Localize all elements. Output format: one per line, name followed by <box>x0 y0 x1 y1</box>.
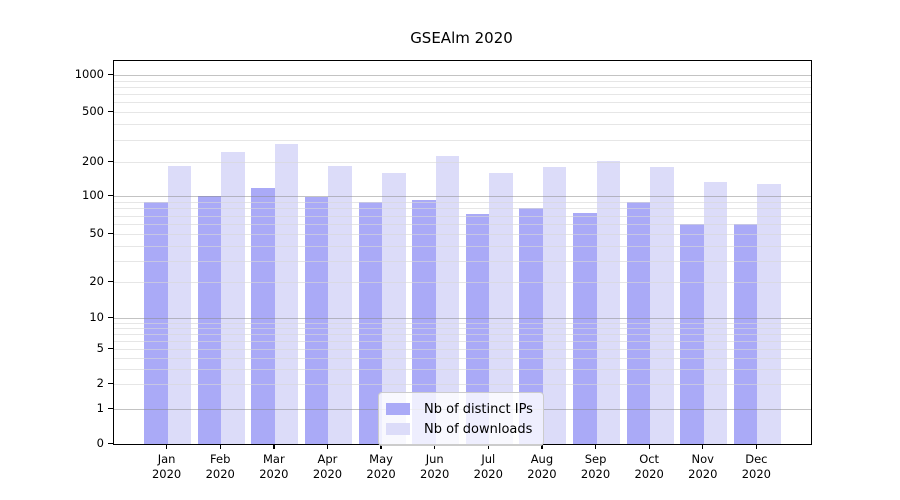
x-tick-label-jun: Jun 2020 <box>420 452 450 481</box>
y-tick-mark <box>108 382 113 384</box>
y-tick-label-1000: 1000 <box>74 67 104 81</box>
chart-title: GSEAlm 2020 <box>410 29 513 47</box>
bar-ips-oct <box>626 202 651 444</box>
x-tick-label-oct: Oct 2020 <box>634 452 664 481</box>
x-tick-label-sep: Sep 2020 <box>580 452 611 481</box>
bar-ips-dec <box>733 224 758 444</box>
x-tick-mark <box>434 444 436 450</box>
y-tick-label-20: 20 <box>89 274 104 288</box>
legend: Nb of distinct IPs Nb of downloads <box>378 392 544 446</box>
y-tick-label-500: 500 <box>82 104 104 118</box>
y-tick-label-200: 200 <box>82 154 104 168</box>
x-tick-mark <box>648 444 650 450</box>
x-tick-label-jul: Jul 2020 <box>473 452 503 481</box>
y-tick-mark <box>108 160 113 162</box>
x-tick-mark <box>380 444 382 450</box>
bar-ips-feb <box>197 196 222 444</box>
x-tick-label-nov: Nov 2020 <box>688 452 718 481</box>
x-tick-mark <box>166 444 168 450</box>
bar-downloads-jun <box>435 156 460 444</box>
y-tick-mark <box>108 110 113 112</box>
legend-row-ips: Nb of distinct IPs <box>386 399 533 419</box>
x-tick-label-mar: Mar 2020 <box>259 452 289 481</box>
bar-ips-sep <box>573 212 597 444</box>
y-tick-mark <box>108 73 113 75</box>
bar-downloads-apr <box>328 166 352 444</box>
bar-ips-apr <box>304 197 329 444</box>
x-tick-label-dec: Dec 2020 <box>741 452 772 481</box>
y-tick-label-0: 0 <box>96 436 104 450</box>
x-tick-mark <box>702 444 704 450</box>
x-tick-mark <box>594 444 597 450</box>
bars-layer <box>114 61 811 444</box>
legend-label-distinct-ips: Nb of distinct IPs <box>424 401 533 417</box>
bar-ips-jan <box>144 201 168 444</box>
bar-downloads-jul <box>489 172 513 444</box>
y-tick-label-1: 1 <box>96 401 104 415</box>
x-tick-label-apr: Apr 2020 <box>312 452 343 481</box>
y-tick-mark <box>108 316 113 318</box>
y-tick-label-50: 50 <box>89 226 104 240</box>
legend-row-downloads: Nb of downloads <box>386 419 533 439</box>
x-tick-mark <box>541 444 543 450</box>
x-tick-label-aug: Aug 2020 <box>527 452 557 481</box>
bar-downloads-nov <box>703 182 728 444</box>
y-tick-mark <box>108 407 113 409</box>
legend-swatch-downloads <box>386 423 410 435</box>
bar-ips-nov <box>680 224 704 444</box>
bar-downloads-aug <box>542 167 567 444</box>
bar-downloads-may <box>382 173 406 444</box>
y-tick-mark <box>108 194 113 196</box>
y-tick-label-2: 2 <box>96 376 104 390</box>
x-tick-label-may: May 2020 <box>366 452 396 481</box>
y-tick-mark <box>108 232 113 234</box>
bar-ips-jul <box>465 214 490 444</box>
bar-ips-mar <box>251 187 275 444</box>
bar-downloads-jan <box>167 165 192 444</box>
x-tick-mark <box>219 444 221 450</box>
x-tick-mark <box>487 444 489 450</box>
x-tick-mark <box>273 444 275 450</box>
bar-downloads-sep <box>596 160 621 444</box>
y-tick-label-5: 5 <box>96 341 104 355</box>
x-tick-mark <box>755 444 758 450</box>
x-tick-label-feb: Feb 2020 <box>205 452 235 481</box>
x-tick-label-jan: Jan 2020 <box>151 452 182 481</box>
y-tick-label-10: 10 <box>89 310 104 324</box>
y-tick-label-100: 100 <box>82 188 104 202</box>
plot-area <box>113 60 812 445</box>
y-tick-mark <box>108 347 113 349</box>
bar-downloads-feb <box>221 152 245 444</box>
bar-downloads-dec <box>757 184 781 444</box>
y-tick-mark <box>108 280 113 282</box>
bar-downloads-mar <box>274 144 299 444</box>
legend-swatch-distinct-ips <box>386 403 410 415</box>
legend-label-downloads: Nb of downloads <box>424 421 533 437</box>
y-tick-mark <box>108 442 113 444</box>
bar-downloads-oct <box>650 166 674 444</box>
x-tick-mark <box>326 444 329 450</box>
